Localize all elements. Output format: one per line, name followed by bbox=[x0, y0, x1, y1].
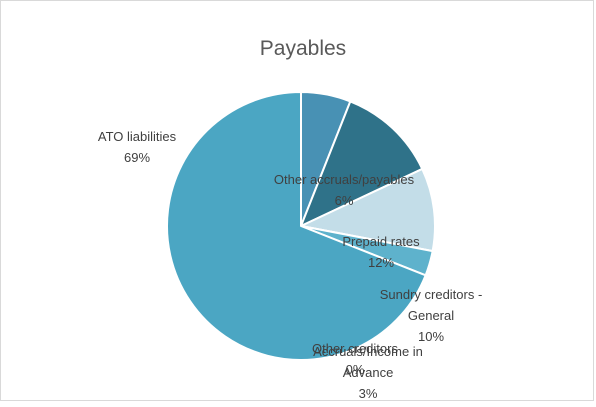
data-label-accruals-income-in-advance: Accruals/Income in Advance 3% bbox=[313, 344, 423, 401]
pie-slice-ato-liabilities bbox=[166, 91, 427, 361]
data-labels: Other accruals/payables 6% Prepaid rates 12… bbox=[98, 129, 482, 401]
chart-title: Payables bbox=[260, 37, 346, 60]
data-label-sundry-creditors-general: Sundry creditors -General 10% bbox=[380, 287, 483, 344]
pie-slice-sundry-creditors-general bbox=[300, 167, 436, 253]
data-label-prepaid-rates: Prepaid rates 12% bbox=[342, 234, 420, 270]
data-label-other-accruals-payables: Other accruals/payables 6% bbox=[274, 172, 415, 208]
data-label-other-creditors: Other creditors 0% bbox=[312, 341, 398, 377]
pie-slices bbox=[166, 91, 436, 361]
data-label-ato-liabilities: ATO liabilities 69% bbox=[98, 129, 177, 165]
pie-slice-prepaid-rates bbox=[300, 100, 424, 227]
